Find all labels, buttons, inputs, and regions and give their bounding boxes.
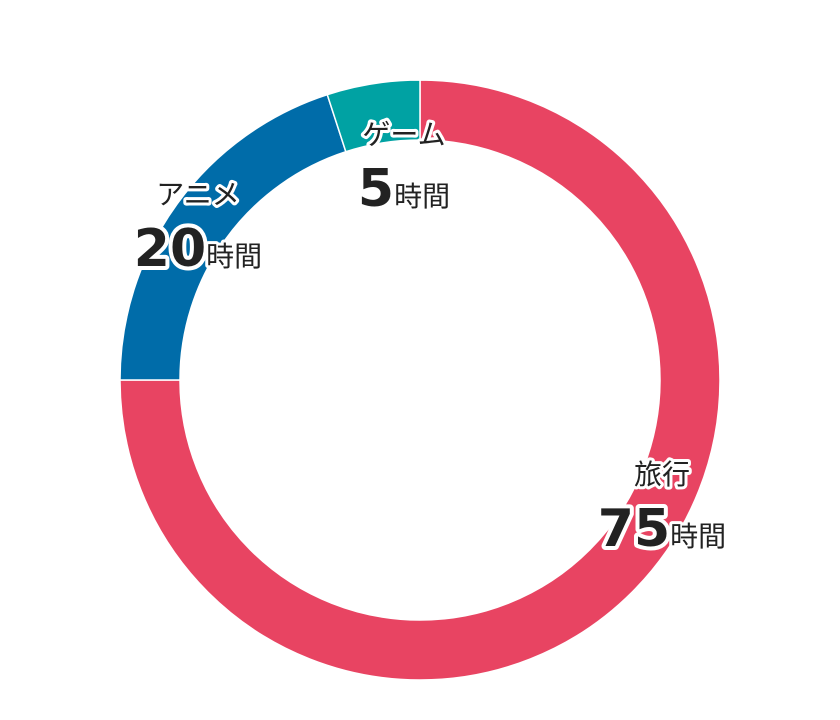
slice-2 xyxy=(326,79,421,153)
slice-label-2: ゲーム 5時間 xyxy=(354,115,453,223)
category-label: アニメ xyxy=(156,178,239,211)
slices-layer xyxy=(119,79,721,681)
value-label: 75時間 xyxy=(598,499,726,559)
value-number: 20 xyxy=(134,219,206,279)
value-label: 5時間 xyxy=(358,159,450,219)
value-unit: 時間 xyxy=(670,520,726,553)
value-unit: 時間 xyxy=(206,240,262,273)
category-label: 旅行 xyxy=(634,458,690,491)
slice-label-1: アニメ 20時間 xyxy=(130,175,265,283)
value-number: 5 xyxy=(358,159,394,219)
category-label: ゲーム xyxy=(362,118,445,151)
value-number: 75 xyxy=(598,499,670,559)
value-label: 20時間 xyxy=(134,219,262,279)
value-unit: 時間 xyxy=(394,180,450,213)
slice-0 xyxy=(119,79,721,681)
slice-label-0: 旅行 75時間 xyxy=(594,455,729,563)
